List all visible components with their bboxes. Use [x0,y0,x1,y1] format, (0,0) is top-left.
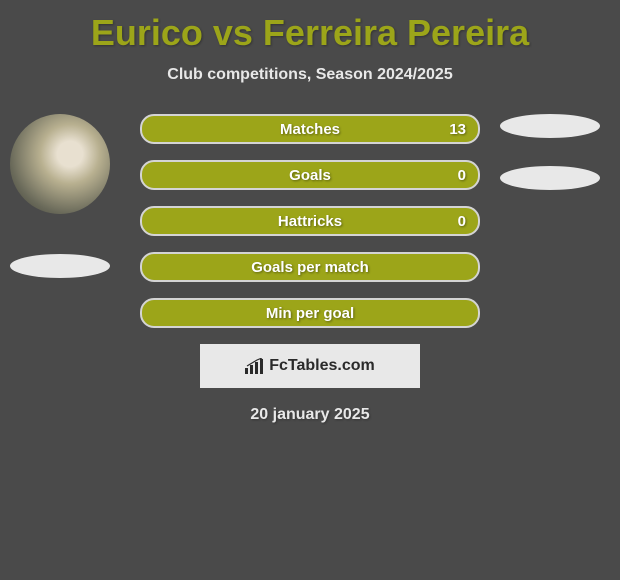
player-right-badge-1 [500,114,600,138]
player-left-badge [10,254,110,278]
stat-row-matches: Matches 13 [140,114,480,144]
stat-label: Matches [280,121,340,138]
stat-label: Hattricks [278,213,342,230]
chart-icon [245,358,265,374]
main-content: Matches 13 Goals 0 Hattricks 0 Goals per… [0,114,620,424]
player-left-avatar [10,114,110,214]
fctables-brand: FcTables.com [245,357,375,375]
stat-row-hattricks: Hattricks 0 [140,206,480,236]
stat-label: Min per goal [266,305,354,322]
stat-label: Goals per match [251,259,369,276]
stat-row-min-per-goal: Min per goal [140,298,480,328]
date-text: 20 january 2025 [0,406,620,424]
player-right-badge-2 [500,166,600,190]
stat-value: 0 [458,213,466,230]
stat-value: 13 [449,121,466,138]
stat-value: 0 [458,167,466,184]
brand-text: FcTables.com [269,357,375,375]
page-subtitle: Club competitions, Season 2024/2025 [0,66,620,84]
player-right-column [500,114,600,190]
stats-container: Matches 13 Goals 0 Hattricks 0 Goals per… [140,114,480,328]
fctables-badge[interactable]: FcTables.com [200,344,420,388]
stat-row-goals: Goals 0 [140,160,480,190]
stat-label: Goals [289,167,331,184]
page-title: Eurico vs Ferreira Pereira [0,0,620,54]
player-left-column [10,114,110,278]
stat-row-goals-per-match: Goals per match [140,252,480,282]
